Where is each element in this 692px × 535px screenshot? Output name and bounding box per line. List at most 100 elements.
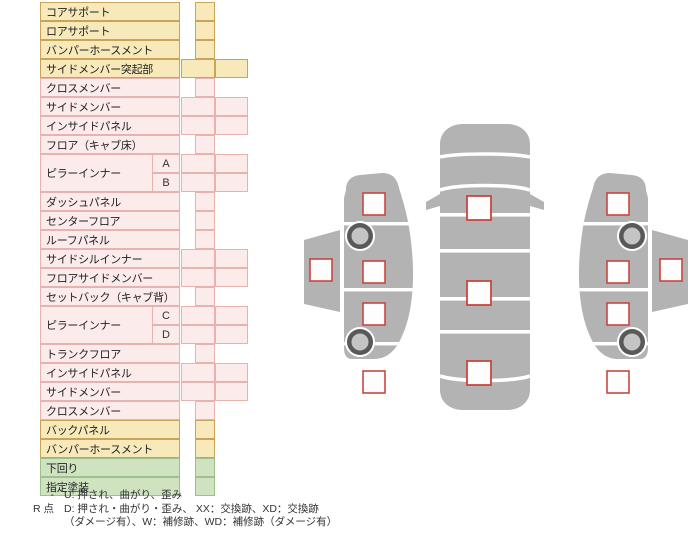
part-sub-label: C — [152, 306, 180, 325]
part-name-cell: クロスメンバー — [40, 401, 180, 420]
part-name-cell: インサイドパネル — [40, 116, 180, 135]
damage-marker[interactable] — [362, 370, 386, 394]
damage-marker[interactable] — [659, 258, 683, 282]
table-row: 指定塗装 — [40, 477, 252, 496]
table-row: クロスメンバー — [40, 401, 252, 420]
table-row: B — [40, 173, 252, 192]
part-name-cell: バンパーホースメント — [40, 439, 180, 458]
left-panel-dividers — [344, 222, 414, 346]
damage-mark-cell[interactable] — [195, 420, 215, 439]
table-row: ピラーインナー A — [40, 154, 252, 192]
damage-mark-cell-right[interactable] — [215, 116, 248, 135]
table-row: バンパーホースメント — [40, 439, 252, 458]
damage-marker[interactable] — [466, 280, 492, 306]
table-row: サイドメンバー突起部 — [40, 59, 252, 78]
legend-text-continued: （ダメージ有）、W：補修跡、WD：補修跡（ダメージ有） — [64, 516, 338, 528]
damage-mark-cell-right[interactable] — [215, 306, 248, 325]
legend-text-u: U: 押され、曲がり、歪み — [64, 489, 183, 501]
damage-mark-cell[interactable] — [195, 287, 215, 306]
damage-mark-cell-right[interactable] — [215, 59, 248, 78]
damage-mark-cell-left[interactable] — [181, 382, 215, 401]
damage-mark-cell-left[interactable] — [181, 97, 215, 116]
damage-mark-cell[interactable] — [195, 211, 215, 230]
damage-mark-cell[interactable] — [195, 230, 215, 249]
damage-mark-cell-left[interactable] — [181, 59, 215, 78]
damage-mark-cell[interactable] — [195, 40, 215, 59]
damage-marker[interactable] — [362, 192, 386, 216]
damage-marker[interactable] — [606, 370, 630, 394]
right-panel-dividers — [578, 222, 648, 346]
damage-mark-cell-left[interactable] — [181, 116, 215, 135]
damage-mark-cell[interactable] — [195, 78, 215, 97]
damage-marker[interactable] — [606, 302, 630, 326]
table-row: サイドメンバー — [40, 97, 252, 116]
damage-mark-cell[interactable] — [195, 21, 215, 40]
damage-mark-cell-left[interactable] — [181, 173, 215, 192]
part-name-cell: センターフロア — [40, 211, 180, 230]
damage-mark-cell[interactable] — [195, 2, 215, 21]
damage-marker[interactable] — [309, 258, 333, 282]
part-name-cell: サイドシルインナー — [40, 249, 180, 268]
right-side-view — [578, 173, 688, 394]
part-sub-label: B — [152, 173, 180, 192]
damage-marker[interactable] — [466, 195, 492, 221]
damage-marker[interactable] — [362, 260, 386, 284]
part-name-cell: ルーフパネル — [40, 230, 180, 249]
part-name-cell: サイドメンバー — [40, 97, 180, 116]
damage-mark-cell-left[interactable] — [181, 306, 215, 325]
damage-mark-cell-right[interactable] — [215, 382, 248, 401]
left-side-view — [304, 173, 414, 394]
table-row: コアサポート — [40, 2, 252, 21]
damage-mark-cell-left[interactable] — [181, 154, 215, 173]
damage-mark-cell-right[interactable] — [215, 173, 248, 192]
damage-mark-cell-left[interactable] — [181, 249, 215, 268]
legend-text-d: D: 押され・曲がり・歪み、 XX：交換跡、XD：交換跡 — [64, 502, 319, 515]
damage-mark-cell-left[interactable] — [181, 363, 215, 382]
damage-mark-cell-right[interactable] — [215, 325, 248, 344]
part-sub-label: D — [152, 325, 180, 344]
part-name-cell: バックパネル — [40, 420, 180, 439]
damage-mark-cell[interactable] — [195, 192, 215, 211]
part-name-cell: コアサポート — [40, 2, 180, 21]
legend-key-dash: - — [50, 489, 55, 501]
damage-mark-cell-right[interactable] — [215, 268, 248, 287]
damage-mark-cell[interactable] — [195, 401, 215, 420]
damage-mark-cell[interactable] — [195, 344, 215, 363]
table-row: 下回り — [40, 458, 252, 477]
damage-mark-cell-right[interactable] — [215, 97, 248, 116]
part-name-cell: バンパーホースメント — [40, 40, 180, 59]
table-row: ピラーインナー C — [40, 306, 252, 344]
damage-marker[interactable] — [606, 260, 630, 284]
table-row: ルーフパネル — [40, 230, 252, 249]
table-row: フロアサイドメンバー — [40, 268, 252, 287]
top-body-outline — [426, 124, 544, 410]
table-row: D — [40, 325, 252, 344]
legend-row-1: - U: 押され、曲がり、歪み — [16, 489, 416, 503]
part-name-cell: トランクフロア — [40, 344, 180, 363]
legend-key-rpoint: R 点 — [33, 502, 54, 515]
table-row: ダッシュパネル — [40, 192, 252, 211]
part-name-cell: サイドメンバー突起部 — [40, 59, 180, 78]
damage-mark-cell-right[interactable] — [215, 249, 248, 268]
table-row: クロスメンバー — [40, 78, 252, 97]
damage-mark-cell[interactable] — [195, 458, 215, 477]
left-front-wheel — [345, 221, 375, 251]
table-row: サイドメンバー — [40, 382, 252, 401]
damage-marker[interactable] — [606, 192, 630, 216]
part-name-cell: ロアサポート — [40, 21, 180, 40]
damage-mark-cell-left[interactable] — [181, 268, 215, 287]
damage-marker[interactable] — [362, 302, 386, 326]
part-name-cell: 下回り — [40, 458, 180, 477]
part-name-cell: フロア（キャブ床） — [40, 135, 180, 154]
damage-mark-cell-right[interactable] — [215, 154, 248, 173]
part-name-cell: サイドメンバー — [40, 382, 180, 401]
damage-marker[interactable] — [466, 360, 492, 386]
legend: - U: 押され、曲がり、歪み R 点 D: 押され・曲がり・歪み、 XX：交換… — [16, 489, 416, 530]
damage-mark-cell[interactable] — [195, 439, 215, 458]
damage-mark-cell-right[interactable] — [215, 363, 248, 382]
table-row: バンパーホースメント — [40, 40, 252, 59]
damage-mark-cell[interactable] — [195, 477, 215, 496]
damage-mark-cell[interactable] — [195, 135, 215, 154]
table-row: セットバック（キャブ背） — [40, 287, 252, 306]
damage-mark-cell-left[interactable] — [181, 325, 215, 344]
